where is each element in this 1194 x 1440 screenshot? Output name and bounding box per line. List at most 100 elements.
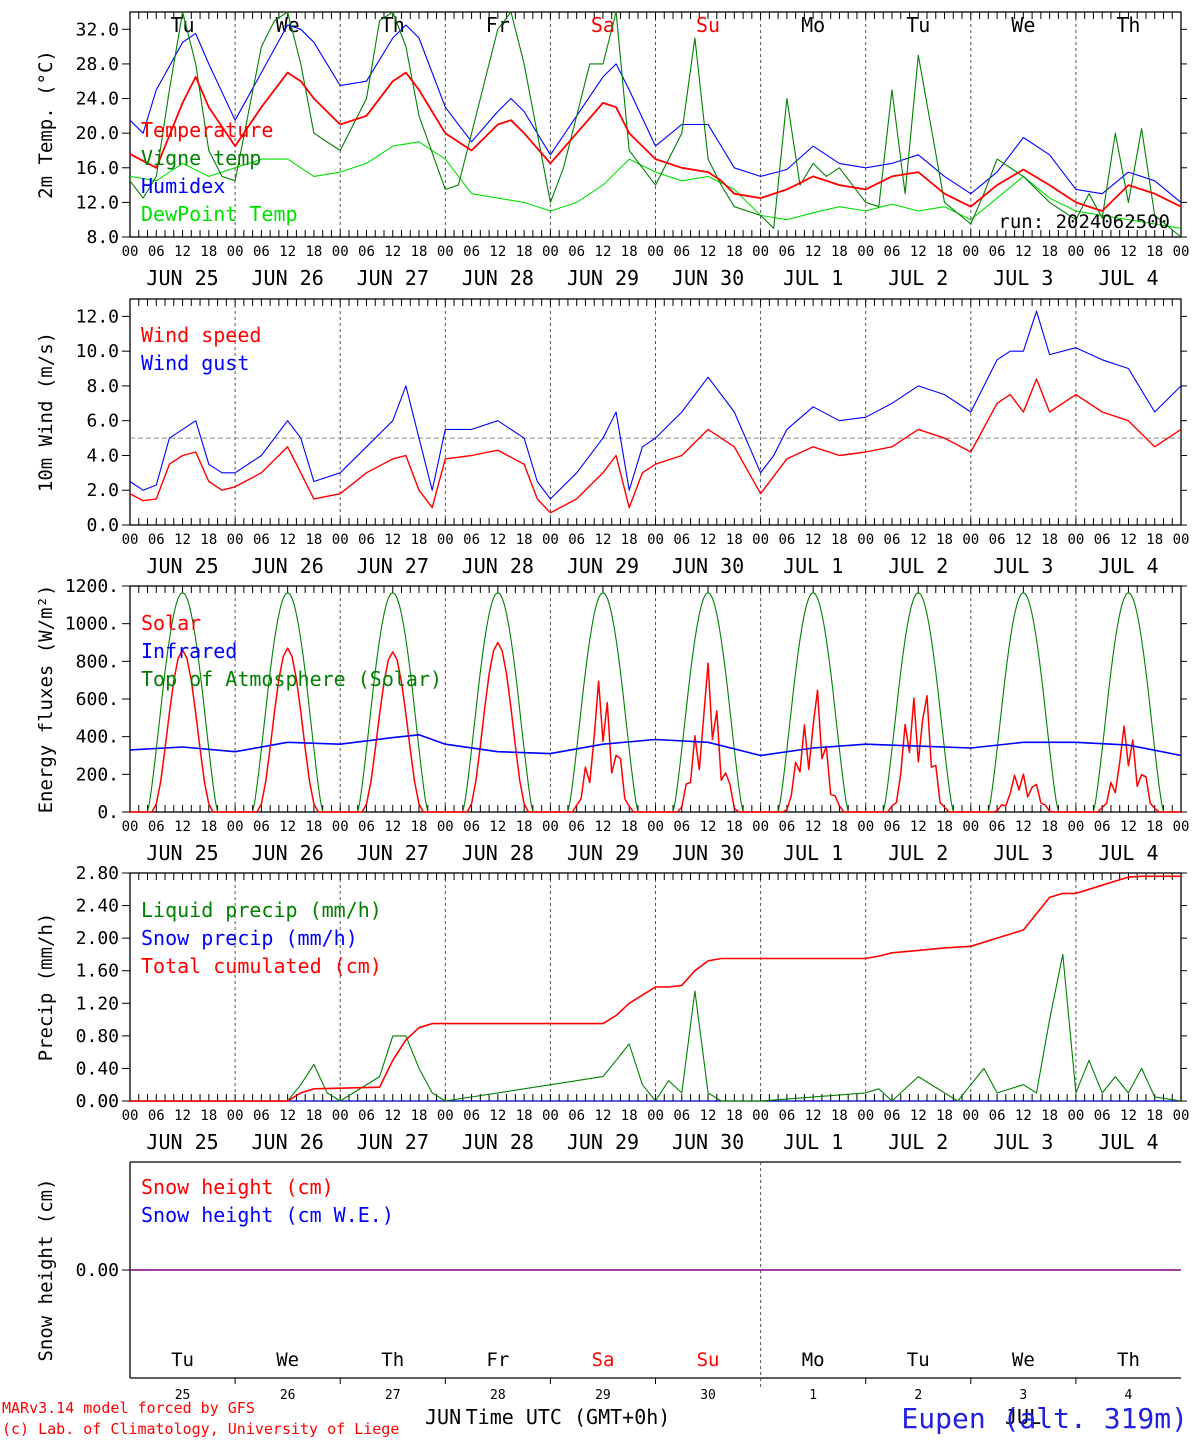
hour-tick-label: 06: [463, 532, 480, 548]
hour-tick-label: 00: [437, 1108, 454, 1124]
hour-tick-label: 06: [778, 244, 795, 260]
day-name: Fr: [486, 13, 510, 37]
bottom-day-name: We: [1012, 1349, 1035, 1371]
hour-tick-label: 06: [568, 532, 585, 548]
y-tick-label: 0.40: [76, 1058, 119, 1079]
hour-tick-label: 00: [1067, 1108, 1084, 1124]
bottom-day-name: Fr: [486, 1349, 509, 1371]
bottom-day-number: 3: [1019, 1388, 1027, 1403]
date-label: JUN 26: [252, 1130, 324, 1154]
hour-tick-label: 18: [831, 244, 848, 260]
hour-tick-label: 00: [437, 244, 454, 260]
hour-tick-label: 00: [752, 532, 769, 548]
hour-tick-label: 00: [437, 532, 454, 548]
hour-tick-label: 00: [752, 819, 769, 835]
hour-tick-label: 18: [305, 244, 322, 260]
series-infrared: [129, 733, 1182, 757]
hour-tick-label: 00: [122, 819, 139, 835]
date-label: JUN 27: [357, 1130, 429, 1154]
hour-tick-label: 18: [621, 244, 638, 260]
bottom-day-name: Th: [381, 1349, 404, 1371]
hour-tick-label: 06: [884, 819, 901, 835]
hour-tick-label: 18: [621, 819, 638, 835]
hour-tick-label: 00: [962, 819, 979, 835]
series-humidex: [129, 24, 1182, 203]
date-label: JUN 30: [672, 841, 744, 865]
panel-3: 0. 200. 400. 600. 800. 1000. 1200. Energy fluxe…: [35, 576, 1189, 865]
y-tick-label: 8.0: [86, 227, 119, 248]
y-tick-label: 20.0: [76, 123, 119, 144]
bottom-day-name: Tu: [907, 1349, 930, 1371]
hour-tick-label: 12: [174, 1108, 191, 1124]
hour-tick-label: 06: [1094, 244, 1111, 260]
hour-tick-label: 06: [1094, 1108, 1111, 1124]
y-tick-label: 1000.: [65, 614, 119, 635]
hour-tick-label: 00: [227, 819, 244, 835]
series-gust: [129, 310, 1182, 500]
date-label: JUN 30: [672, 554, 744, 578]
y-tick-label: 4.0: [86, 445, 119, 466]
bottom-day-name: Tu: [171, 1349, 194, 1371]
y-tick-label: 24.0: [76, 89, 119, 110]
hour-tick-label: 12: [279, 819, 296, 835]
hour-tick-label: 18: [1041, 1108, 1058, 1124]
month-label-right: JUL: [1005, 1405, 1041, 1429]
y-axis-label: Energy fluxes (W/m²): [35, 585, 57, 814]
bottom-day-number: 2: [914, 1388, 922, 1403]
bottom-day-number: 26: [280, 1388, 296, 1403]
hour-tick-label: 18: [936, 244, 953, 260]
date-label: JUN 29: [567, 1130, 639, 1154]
hour-tick-label: 06: [884, 244, 901, 260]
y-tick-label: 1200.: [65, 576, 119, 597]
date-label: JUN 28: [462, 841, 534, 865]
hour-tick-label: 06: [148, 1108, 165, 1124]
hour-tick-label: 06: [989, 532, 1006, 548]
hour-tick-label: 06: [463, 1108, 480, 1124]
hour-tick-label: 18: [1146, 1108, 1163, 1124]
hour-tick-label: 18: [305, 1108, 322, 1124]
bottom-day-number: 29: [595, 1388, 611, 1403]
hour-tick-label: 00: [332, 244, 349, 260]
hour-tick-label: 00: [332, 1108, 349, 1124]
hour-tick-label: 12: [595, 1108, 612, 1124]
credit-line-2: (c) Lab. of Climatology, University of L…: [2, 1420, 399, 1438]
hour-tick-label: 06: [989, 819, 1006, 835]
hour-tick-label: 06: [358, 244, 375, 260]
hour-tick-label: 12: [1015, 1108, 1032, 1124]
panel-1: 8.0 12.0 16.0 20.0 24.0 28.0 32.0 2m Temp. (°C)…: [35, 11, 1189, 290]
hour-tick-label: 18: [621, 532, 638, 548]
hour-tick-label: 06: [989, 1108, 1006, 1124]
hour-tick-label: 06: [1094, 532, 1111, 548]
hour-tick-label: 12: [384, 1108, 401, 1124]
hour-tick-label: 06: [884, 532, 901, 548]
hour-tick-label: 18: [1041, 532, 1058, 548]
hour-tick-label: 00: [227, 1108, 244, 1124]
hour-tick-label: 12: [489, 1108, 506, 1124]
hour-tick-label: 00: [1173, 532, 1190, 548]
hour-tick-label: 00: [1173, 819, 1190, 835]
hour-tick-label: 06: [253, 244, 270, 260]
hour-tick-label: 06: [778, 819, 795, 835]
hour-tick-label: 12: [805, 819, 822, 835]
hour-tick-label: 06: [358, 1108, 375, 1124]
series-speed: [129, 378, 1182, 514]
day-name: Mo: [801, 13, 825, 37]
hour-tick-label: 12: [279, 1108, 296, 1124]
bottom-day-name: Sa: [592, 1349, 615, 1371]
y-tick-label: 200.: [76, 764, 119, 785]
hour-tick-label: 00: [542, 244, 559, 260]
hour-tick-label: 18: [1041, 244, 1058, 260]
date-label: JUL 4: [1098, 841, 1158, 865]
date-label: JUN 27: [357, 841, 429, 865]
run-label: run: 2024062500: [998, 211, 1170, 233]
hour-tick-label: 18: [1041, 819, 1058, 835]
date-label: JUN 29: [567, 554, 639, 578]
date-label: JUN 29: [567, 841, 639, 865]
legend-entry: Wind gust: [141, 351, 249, 375]
hour-tick-label: 12: [174, 244, 191, 260]
hour-tick-label: 12: [595, 532, 612, 548]
hour-tick-label: 00: [437, 819, 454, 835]
hour-tick-label: 06: [673, 819, 690, 835]
y-tick-label: 800.: [76, 651, 119, 672]
hour-tick-label: 06: [568, 819, 585, 835]
